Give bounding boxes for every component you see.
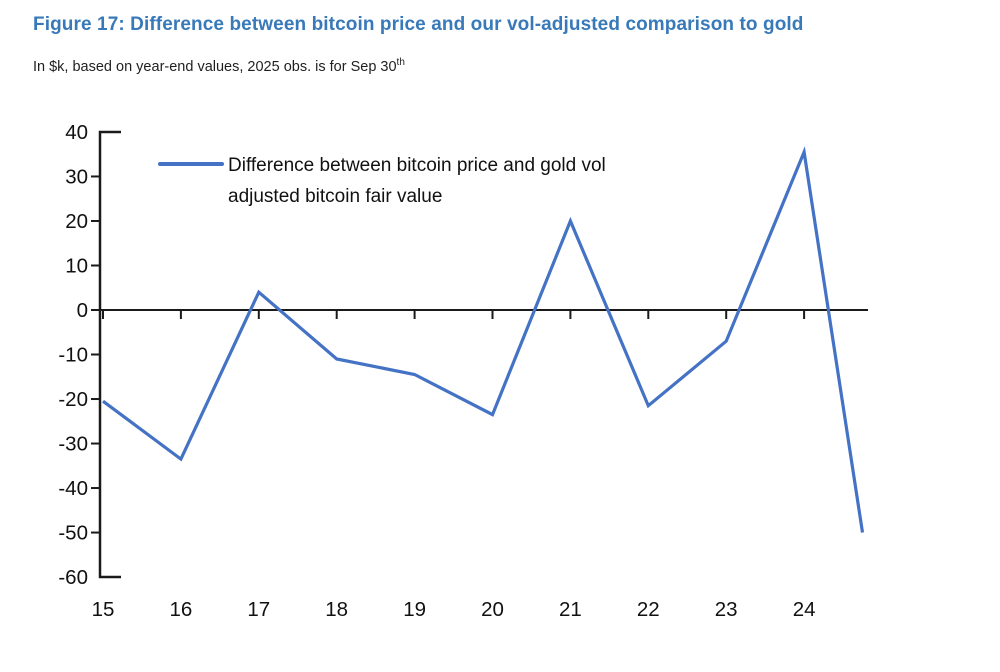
- y-tick-label: -40: [58, 477, 88, 500]
- chart-legend: Difference between bitcoin price and gol…: [158, 150, 606, 212]
- y-tick-label: -10: [58, 344, 88, 367]
- x-tick-label: 16: [169, 598, 192, 621]
- figure-title: Figure 17: Difference between bitcoin pr…: [33, 14, 804, 35]
- legend-label: Difference between bitcoin price and gol…: [228, 150, 606, 212]
- legend-line-swatch: [158, 162, 224, 166]
- x-tick-label: 17: [247, 598, 270, 621]
- y-tick-label: 10: [65, 254, 88, 277]
- y-tick-label: 20: [65, 210, 88, 233]
- y-tick-label: 30: [65, 165, 88, 188]
- y-tick-label: 0: [77, 299, 88, 322]
- y-tick-label: -50: [58, 522, 88, 545]
- figure-subtitle: In $k, based on year-end values, 2025 ob…: [33, 57, 405, 75]
- x-tick-label: 24: [793, 598, 816, 621]
- legend-label-line1: Difference between bitcoin price and gol…: [228, 155, 606, 176]
- y-tick-label: -30: [58, 433, 88, 456]
- x-tick-label: 21: [559, 598, 582, 621]
- x-tick-label: 18: [325, 598, 348, 621]
- x-tick-label: 19: [403, 598, 426, 621]
- y-axis: [98, 130, 121, 579]
- x-tick-label: 22: [637, 598, 660, 621]
- figure-subtitle-superscript: th: [396, 57, 405, 69]
- x-tick-label: 23: [715, 598, 738, 621]
- figure-subtitle-text: In $k, based on year-end values, 2025 ob…: [33, 59, 397, 75]
- y-tick-label: -20: [58, 388, 88, 411]
- y-tick-label: 40: [65, 121, 88, 144]
- legend-label-line2: adjusted bitcoin fair value: [228, 186, 443, 207]
- x-tick-label: 20: [481, 598, 504, 621]
- y-tick-label: -60: [58, 566, 88, 589]
- data-series-line: [102, 146, 865, 533]
- x-tick-label: 15: [92, 598, 115, 621]
